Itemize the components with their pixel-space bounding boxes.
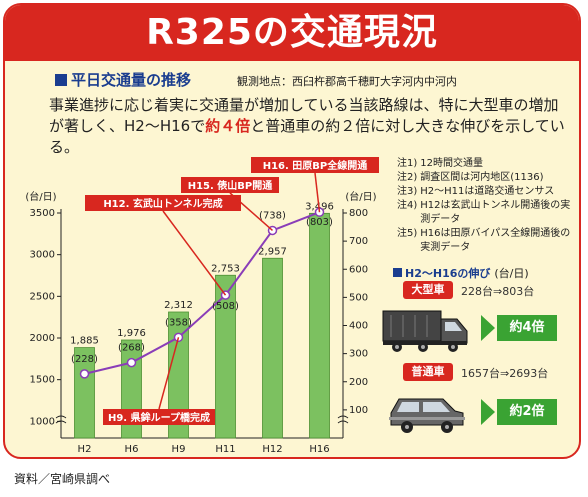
category-label: H11 (215, 444, 235, 455)
section-title-text: 平日交通量の推移 (71, 71, 192, 89)
callout-box (181, 177, 279, 193)
tick-label-right: 400 (349, 321, 368, 332)
note-key: 注2) (397, 172, 418, 183)
description-part2: と普通車の約２倍に対し大きな伸びを示している。 (49, 117, 565, 156)
tick-label-right: 100 (349, 405, 368, 416)
growth-title-text: H2～H16の伸び (405, 267, 491, 280)
line-value-label: (358) (165, 317, 192, 328)
tick-label-right: 200 (349, 377, 368, 388)
bar-value-label: 2,312 (164, 300, 193, 311)
category-label: H6 (125, 444, 139, 455)
section-title: 平日交通量の推移 (55, 69, 191, 90)
note-item: 注4) H12は玄武山トンネル開通後の実測データ (397, 199, 577, 227)
bar-value-label: 1,885 (70, 336, 99, 347)
callout-label: H12. 玄武山トンネル完成 (103, 197, 222, 210)
panel-frame: R325の交通現況 平日交通量の推移 観測地点：西臼杵郡高千穂町大字河内中河内 … (3, 3, 581, 459)
callout-pointer (314, 172, 321, 213)
axis-break-mark (337, 420, 349, 424)
bar-H12 (262, 257, 283, 439)
line-point-H2 (79, 369, 90, 379)
axis-break-mark (337, 415, 349, 419)
arrow-right-icon (481, 315, 495, 341)
callout-box (251, 157, 379, 173)
tick-label-right: 700 (349, 236, 368, 247)
note-key: 注5) (397, 228, 418, 239)
large-vehicle-ratio: 約4倍 (497, 315, 557, 341)
page-title: R325の交通現況 (5, 5, 579, 61)
tick-label-left: 3000 (30, 250, 55, 261)
note-text: H2～H11は道路交通センサス (420, 186, 555, 197)
axis-break-mark (55, 415, 67, 419)
large-vehicle-line (84, 211, 320, 375)
note-text: H16は田原バイパス全線開通後の実測データ (420, 228, 571, 253)
normal-vehicle-value: 1657台⇒2693台 (461, 367, 549, 380)
note-key: 注1) (397, 158, 418, 169)
line-point-H6 (126, 357, 137, 368)
callout-label: H9. 県鉾ループ橋完成 (108, 411, 210, 424)
note-item: 注2) 調査区間は河内地区(1136) (397, 171, 577, 185)
line-value-label: (803) (306, 217, 333, 228)
note-key: 注3) (397, 186, 418, 197)
line-value-label: (738) (259, 210, 286, 221)
note-item: 注5) H16は田原バイパス全線開通後の実測データ (397, 227, 577, 255)
bar-H11 (215, 274, 236, 439)
description: 事業進捗に応じ着実に交通量が増加している当該路線は、特に大型車の増加が著しく、H… (49, 95, 569, 158)
car-icon (389, 398, 465, 433)
category-label: H2 (78, 444, 92, 455)
large-vehicle-value: 228台⇒803台 (461, 285, 535, 298)
category-label: H16 (309, 444, 329, 455)
source-note: 資料／宮崎県調べ (14, 472, 111, 486)
note-text: 調査区間は河内地区(1136) (420, 172, 544, 183)
callout-box (85, 195, 241, 211)
square-bullet-icon (55, 74, 67, 86)
tick-label-left: 3500 (30, 208, 55, 219)
description-highlight: 約４倍 (205, 117, 251, 135)
callout-label: H15. 俵山BP開通 (188, 179, 273, 192)
tick-label-right: 800 (349, 208, 368, 219)
square-bullet-icon (393, 268, 402, 277)
growth-title: H2～H16の伸び (台/日) (393, 265, 529, 281)
tick-label-left: 2000 (30, 333, 55, 344)
category-label: H12 (262, 444, 282, 455)
note-text: 12時間交通量 (420, 158, 483, 169)
tick-label-left: 2500 (30, 291, 55, 302)
category-label: H9 (172, 444, 186, 455)
line-value-label: (228) (71, 354, 98, 365)
bar-value-label: 2,957 (258, 246, 287, 257)
normal-vehicle-label: 普通車 (403, 363, 453, 381)
normal-vehicle-ratio: 約2倍 (497, 399, 557, 425)
growth-unit: (台/日) (494, 267, 529, 280)
note-item: 注3) H2～H11は道路交通センサス (397, 185, 577, 199)
description-part1: 事業進捗に応じ着実に交通量が増加している当該路線は、特に大型車の増加が著しく、H… (49, 96, 559, 135)
y-right-unit: (台/日) (345, 190, 376, 203)
bar-H16 (309, 212, 330, 439)
note-text: H12は玄武山トンネル開通後の実測データ (420, 200, 571, 225)
callout-label: H16. 田原BP全線開通 (263, 159, 368, 172)
callout-pointer (229, 192, 273, 232)
tick-label-right: 300 (349, 349, 368, 360)
line-value-label: (268) (118, 343, 145, 354)
axis-break-mark (55, 420, 67, 424)
callout-pointer (158, 337, 180, 410)
tick-label-right: 500 (349, 292, 368, 303)
tick-label-left: 1000 (30, 416, 55, 427)
callout-pointer (162, 210, 227, 296)
y-left-unit: (台/日) (25, 190, 56, 203)
notes-list: 注1) 12時間交通量 注2) 調査区間は河内地区(1136) 注3) H2～H11は道路… (397, 157, 577, 255)
bar-H2 (74, 347, 95, 439)
traffic-chart: 1000 1500 2000 2500 3000 3500 100 200 300 400 500 6… (25, 157, 379, 455)
large-vehicle-label: 大型車 (403, 281, 453, 299)
bar-value-label: 1,976 (117, 328, 146, 339)
tick-label-right: 600 (349, 264, 368, 275)
line-value-label: (508) (212, 301, 239, 312)
callout-box (103, 409, 215, 425)
bar-value-label: 2,753 (211, 263, 240, 274)
truck-icon (382, 310, 468, 352)
tick-label-left: 1500 (30, 375, 55, 386)
note-key: 注4) (397, 200, 418, 211)
arrow-right-icon (481, 399, 495, 425)
note-item: 注1) 12時間交通量 (397, 157, 577, 171)
observation-point: 観測地点：西臼杵郡高千穂町大字河内中河内 (237, 75, 457, 88)
